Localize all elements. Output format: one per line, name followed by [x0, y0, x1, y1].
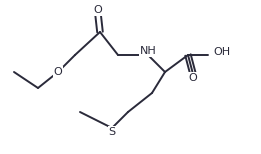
Text: NH: NH: [140, 46, 156, 56]
Text: O: O: [189, 73, 197, 83]
Text: OH: OH: [213, 47, 230, 57]
Text: O: O: [54, 67, 62, 77]
Text: O: O: [94, 5, 102, 15]
Text: S: S: [108, 127, 116, 137]
